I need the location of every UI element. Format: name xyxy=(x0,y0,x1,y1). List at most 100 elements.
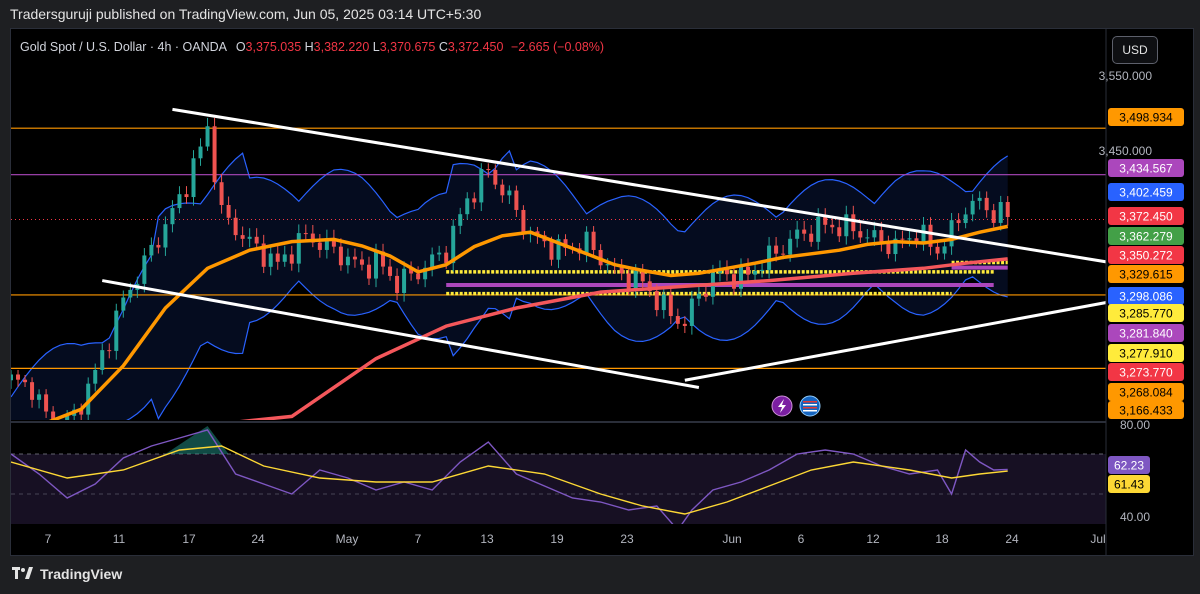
candle-body-78 xyxy=(556,239,561,260)
candle-body-97 xyxy=(689,298,694,326)
us-flag-stripe-icon xyxy=(803,410,817,412)
rsi-value-text: 61.43 xyxy=(1114,478,1144,492)
x-tick-label: Jun xyxy=(722,532,741,546)
publisher-line: Tradersguruji published on TradingView.c… xyxy=(10,6,482,22)
candle-body-115 xyxy=(816,216,821,242)
candle-body-8 xyxy=(65,415,70,420)
candle-body-63 xyxy=(451,225,456,264)
candle-body-53 xyxy=(381,251,386,267)
x-tick-label: 19 xyxy=(550,532,564,546)
candle-body-48 xyxy=(345,256,350,266)
candle-body-38 xyxy=(275,253,280,262)
candle-body-45 xyxy=(324,238,329,250)
candle-body-44 xyxy=(317,242,322,250)
candle-body-33 xyxy=(240,235,245,239)
candle-body-12 xyxy=(93,369,98,384)
candle-body-52 xyxy=(374,251,378,279)
price-label-text: 3,281.840 xyxy=(1119,327,1173,341)
candle-body-42 xyxy=(303,233,308,235)
candle-body-134 xyxy=(949,220,954,247)
close-label: C xyxy=(438,40,448,54)
candle-body-11 xyxy=(86,383,91,415)
candle-body-130 xyxy=(921,224,926,243)
candle-body-4 xyxy=(37,394,42,400)
candle-body-132 xyxy=(935,246,940,254)
candle-body-107 xyxy=(760,269,765,271)
candle-body-114 xyxy=(809,233,814,242)
candle-body-125 xyxy=(886,243,891,255)
candle-body-3 xyxy=(30,382,35,400)
candle-body-71 xyxy=(507,190,512,196)
candle-body-99 xyxy=(703,293,708,297)
candle-body-28 xyxy=(205,126,210,147)
candle-body-54 xyxy=(388,266,393,276)
us-flag-stripe-icon xyxy=(803,404,817,406)
us-flag-stripe-icon xyxy=(803,401,817,403)
candle-body-92 xyxy=(654,291,659,311)
candle-body-59 xyxy=(423,267,428,280)
price-label-box xyxy=(1108,401,1184,419)
y-tick-label: 3,550.000 xyxy=(1099,69,1153,83)
candle-body-49 xyxy=(352,256,357,260)
x-tick-label: 12 xyxy=(866,532,880,546)
candle-body-79 xyxy=(563,239,568,248)
price-label-text: 3,434.567 xyxy=(1119,162,1173,176)
candle-body-133 xyxy=(942,246,947,254)
candle-body-30 xyxy=(219,182,224,205)
candle-body-55 xyxy=(395,275,400,293)
candle-body-5 xyxy=(44,394,49,412)
price-label-box xyxy=(1108,108,1184,126)
candle-body-50 xyxy=(359,259,364,265)
candle-body-51 xyxy=(366,264,371,279)
candle-body-46 xyxy=(331,238,336,247)
rsi-ma-line xyxy=(11,445,1008,515)
us-flag-stripe-icon xyxy=(803,407,817,409)
candle-body-102 xyxy=(724,268,729,275)
x-tick-label: 17 xyxy=(182,532,196,546)
x-tick-label: 7 xyxy=(415,532,422,546)
rsi-band xyxy=(11,454,1106,524)
low-label: L xyxy=(372,40,380,54)
open-label: O xyxy=(235,40,246,54)
candle-body-39 xyxy=(282,254,287,262)
candle-body-20 xyxy=(149,244,154,256)
candle-body-95 xyxy=(675,316,680,324)
candle-body-77 xyxy=(549,241,554,260)
price-label-text: 3,402.459 xyxy=(1119,186,1173,200)
candle-body-47 xyxy=(338,246,343,266)
tradingview-logo[interactable]: TradingView xyxy=(12,566,122,582)
candle-body-72 xyxy=(514,190,519,210)
candle-body-14 xyxy=(107,350,112,352)
candle-body-68 xyxy=(486,169,491,171)
candle-body-25 xyxy=(184,194,189,198)
candle-body-128 xyxy=(907,238,912,240)
candle-body-66 xyxy=(472,198,477,203)
candle-body-136 xyxy=(963,214,968,224)
candle-body-19 xyxy=(142,255,147,284)
price-label-box xyxy=(1108,183,1184,201)
candle-body-108 xyxy=(767,245,772,270)
candle-body-16 xyxy=(121,297,126,311)
candle-body-36 xyxy=(261,243,266,267)
ema-orange-line xyxy=(48,224,1009,420)
candle-body-96 xyxy=(682,323,687,326)
candle-body-65 xyxy=(465,198,470,215)
rsi-tick-label: 40.00 xyxy=(1120,510,1150,524)
x-tick-label: 13 xyxy=(480,532,494,546)
price-label-box xyxy=(1108,287,1184,305)
change-value: −2.665 (−0.08%) xyxy=(510,40,605,54)
symbol-info: Gold Spot / U.S. Dollar · 4h · OANDA O3,… xyxy=(20,40,604,54)
candle-body-89 xyxy=(633,270,638,290)
candle-body-138 xyxy=(977,197,982,201)
candle-body-106 xyxy=(753,270,758,275)
candle-body-34 xyxy=(247,236,252,239)
candle-body-73 xyxy=(521,209,526,235)
price-label-box xyxy=(1108,207,1184,225)
currency-button[interactable]: USD xyxy=(1112,36,1158,64)
candle-body-57 xyxy=(409,268,414,274)
price-label-text: 3,350.272 xyxy=(1119,249,1173,263)
candle-body-58 xyxy=(416,273,421,280)
close-value: 3,372.450 xyxy=(447,40,504,54)
